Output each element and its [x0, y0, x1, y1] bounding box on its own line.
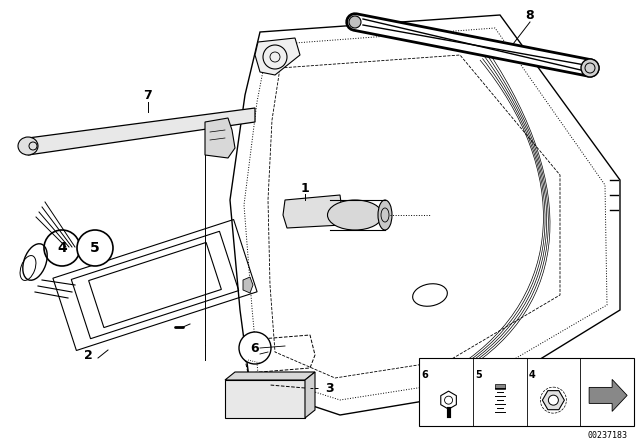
Polygon shape [589, 379, 627, 411]
Polygon shape [283, 195, 342, 228]
Text: 00237183: 00237183 [588, 431, 628, 440]
Circle shape [349, 16, 361, 28]
Text: 1: 1 [301, 181, 309, 194]
Ellipse shape [378, 200, 392, 230]
Ellipse shape [328, 200, 383, 230]
Text: 5: 5 [90, 241, 100, 255]
Circle shape [44, 230, 80, 266]
Text: 3: 3 [326, 382, 334, 395]
Text: 4: 4 [529, 370, 535, 380]
Polygon shape [243, 277, 253, 293]
Text: 7: 7 [143, 89, 152, 102]
Circle shape [77, 230, 113, 266]
Polygon shape [205, 118, 235, 158]
Bar [225, 380, 305, 418]
Ellipse shape [18, 137, 38, 155]
Polygon shape [225, 372, 315, 380]
Circle shape [239, 332, 271, 364]
Text: 2: 2 [84, 349, 92, 362]
Text: 6: 6 [421, 370, 428, 380]
Circle shape [548, 395, 558, 405]
Text: 6: 6 [251, 341, 259, 354]
Text: 5: 5 [475, 370, 481, 380]
Text: 8: 8 [525, 9, 534, 22]
Bar [419, 358, 634, 426]
Circle shape [581, 59, 599, 77]
Polygon shape [28, 108, 255, 155]
Polygon shape [305, 372, 315, 418]
Polygon shape [542, 391, 564, 409]
Bar [495, 384, 504, 389]
Text: 4: 4 [57, 241, 67, 255]
Polygon shape [255, 38, 300, 75]
